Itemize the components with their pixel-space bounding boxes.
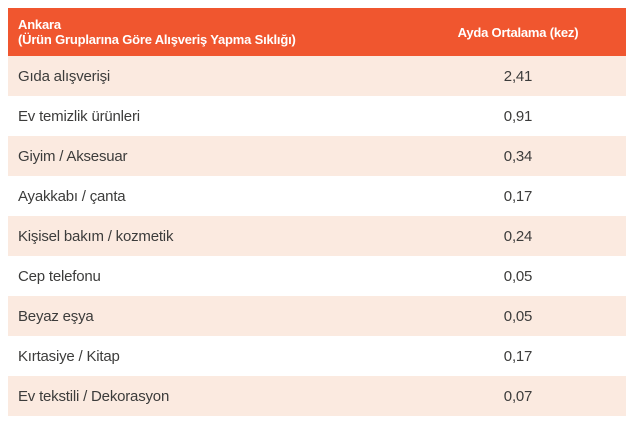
table-row: Kişisel bakım / kozmetik 0,24	[8, 216, 626, 256]
table-row: Ev tekstili / Dekorasyon 0,07	[8, 376, 626, 416]
table-title-block: Ankara (Ürün Gruplarına Göre Alışveriş Y…	[8, 17, 443, 47]
frequency-value: 0,07	[503, 387, 533, 405]
table-row: Ev temizlik ürünleri 0,91	[8, 96, 626, 136]
frequency-value: 0,17	[503, 347, 533, 365]
product-group-label: Ev tekstili / Dekorasyon	[18, 387, 170, 405]
frequency-table: Ankara (Ürün Gruplarına Göre Alışveriş Y…	[8, 8, 626, 416]
product-group-label: Cep telefonu	[18, 267, 101, 285]
product-group-label: Gıda alışverişi	[18, 67, 111, 85]
table-subtitle: (Ürün Gruplarına Göre Alışveriş Yapma Sı…	[18, 32, 296, 47]
table-row: Gıda alışverişi 2,41	[8, 56, 626, 96]
frequency-value: 0,05	[503, 267, 533, 285]
frequency-value: 0,05	[503, 307, 533, 325]
product-group-label: Ev temizlik ürünleri	[18, 107, 140, 125]
table-row: Cep telefonu 0,05	[8, 256, 626, 296]
product-group-label: Kırtasiye / Kitap	[18, 347, 120, 365]
frequency-value: 0,24	[503, 227, 533, 245]
product-group-label: Giyim / Aksesuar	[18, 147, 128, 165]
table-row: Giyim / Aksesuar 0,34	[8, 136, 626, 176]
table-header: Ankara (Ürün Gruplarına Göre Alışveriş Y…	[8, 8, 626, 56]
value-column-header: Ayda Ortalama (kez)	[457, 24, 579, 40]
product-group-label: Ayakkabı / çanta	[18, 187, 126, 205]
frequency-value: 2,41	[503, 67, 533, 85]
table-title: Ankara	[18, 17, 61, 32]
table-row: Beyaz eşya 0,05	[8, 296, 626, 336]
frequency-value: 0,91	[503, 107, 533, 125]
frequency-value: 0,34	[503, 147, 533, 165]
product-group-label: Kişisel bakım / kozmetik	[18, 227, 174, 245]
product-group-label: Beyaz eşya	[18, 307, 94, 325]
frequency-value: 0,17	[503, 187, 533, 205]
table-row: Kırtasiye / Kitap 0,17	[8, 336, 626, 376]
table-row: Ayakkabı / çanta 0,17	[8, 176, 626, 216]
